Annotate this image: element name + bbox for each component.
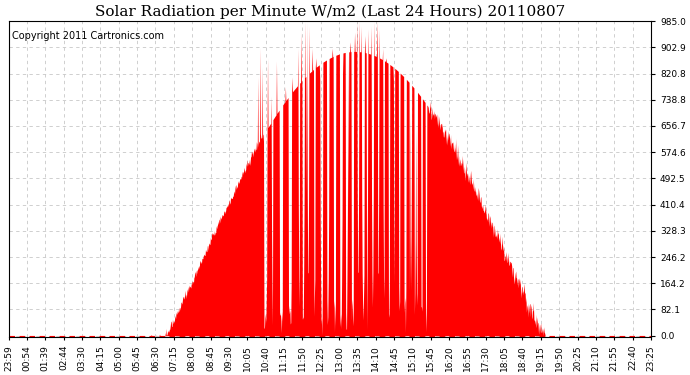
Title: Solar Radiation per Minute W/m2 (Last 24 Hours) 20110807: Solar Radiation per Minute W/m2 (Last 24… xyxy=(95,4,565,18)
Text: Copyright 2011 Cartronics.com: Copyright 2011 Cartronics.com xyxy=(12,31,164,40)
